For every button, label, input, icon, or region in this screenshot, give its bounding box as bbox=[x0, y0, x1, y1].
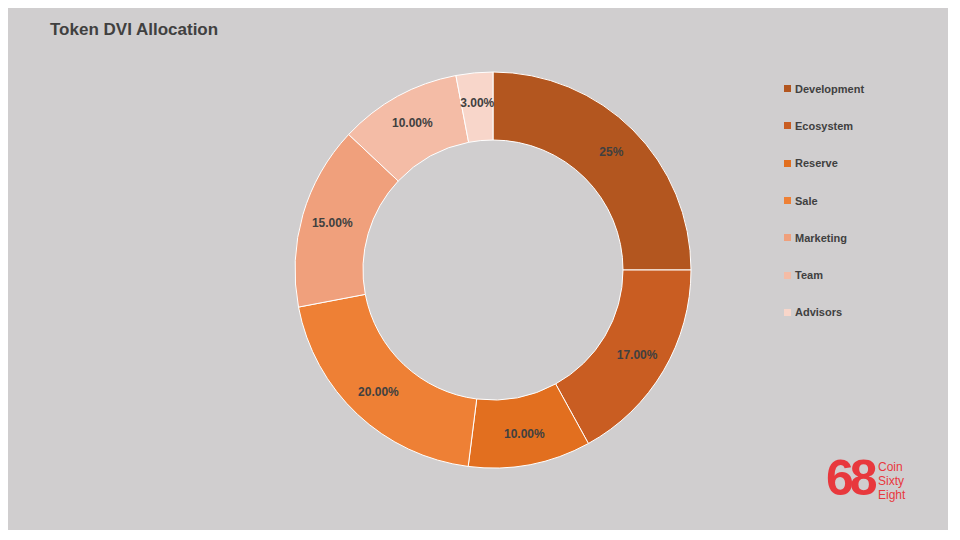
html-text:Eight: Eight bbox=[878, 488, 906, 502]
html-text:Sixty: Sixty bbox=[878, 474, 904, 488]
html-text:Development: Development bbox=[795, 82, 865, 95]
html-text:Token DVI Allocation: Token DVI Allocation bbox=[50, 20, 219, 39]
html-text:Ecosystem: Ecosystem bbox=[795, 119, 854, 132]
svg-text:25%: 25% bbox=[599, 145, 623, 159]
svg-text:3.00%: 3.00% bbox=[460, 96, 494, 110]
html-text:Team: Team bbox=[795, 269, 823, 282]
html-text:Reserve: Reserve bbox=[795, 157, 838, 170]
html-text:Advisors: Advisors bbox=[795, 306, 843, 319]
html-text:Sale: Sale bbox=[795, 194, 818, 207]
html-text:Coin: Coin bbox=[878, 460, 903, 474]
svg-text:10.00%: 10.00% bbox=[392, 116, 433, 130]
svg-text:10.00%: 10.00% bbox=[504, 427, 545, 441]
html-text:Marketing: Marketing bbox=[795, 231, 847, 244]
html-text:68: 68 bbox=[826, 450, 874, 506]
svg-text:15.00%: 15.00% bbox=[312, 216, 353, 230]
svg-text:17.00%: 17.00% bbox=[617, 348, 658, 362]
svg-text:20.00%: 20.00% bbox=[358, 385, 399, 399]
